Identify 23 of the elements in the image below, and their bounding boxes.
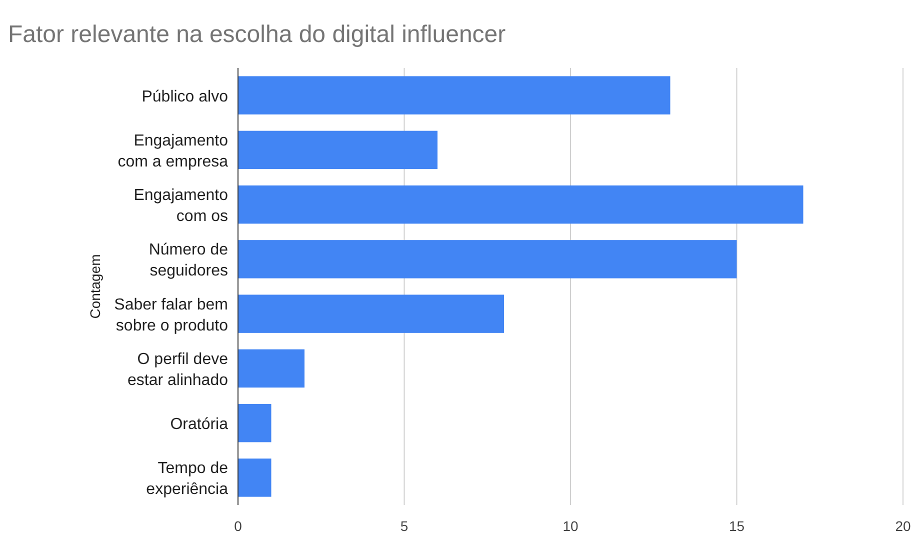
y-tick-label: Saber falar bem sobre o produto [114,296,228,334]
y-axis-title: Contagem [87,254,103,319]
bar [238,76,670,114]
y-tick-label: O perfil deve estar alinhado [127,350,228,389]
y-tick-label: Tempo de experiência [146,460,228,498]
x-tick-label: 20 [895,518,911,534]
x-tick-label: 15 [728,518,745,534]
y-tick-label: Engajamento com a empresa [118,132,228,170]
y-tick-label: Número de seguidores [148,242,228,280]
bar [238,240,737,278]
y-tick-label: Engajamento com os [134,187,228,226]
y-tick-label: Oratória [170,416,228,434]
bar [238,185,804,224]
x-tick-label: 5 [400,518,408,534]
y-tick-label: Público alvo [142,88,228,106]
bar [238,130,438,170]
x-tick-label: 10 [562,518,578,534]
bar [238,458,272,497]
chart-title: Fator relevante na escolha do digital influencer [8,21,506,48]
x-tick-label: 0 [234,518,242,534]
bar [238,349,304,388]
bar [238,294,504,333]
bar [238,404,272,442]
